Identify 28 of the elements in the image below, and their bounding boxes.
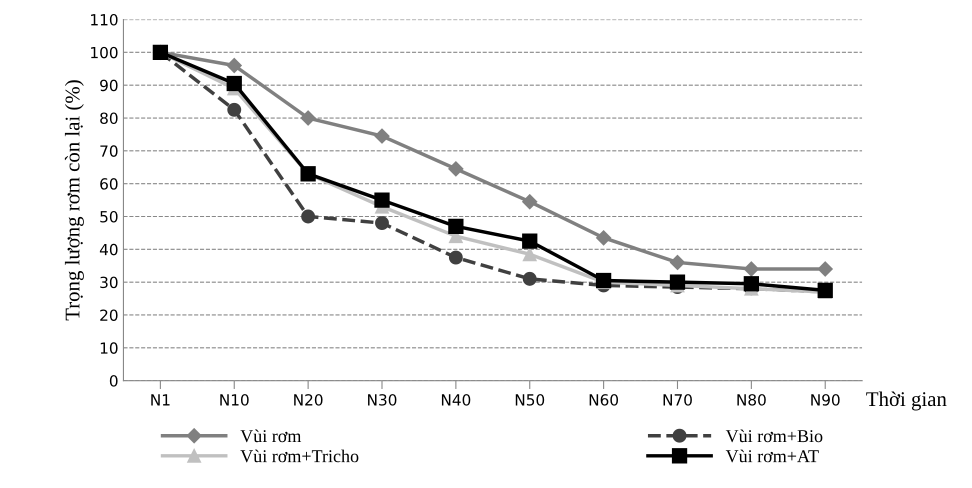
legend-label: Vùi rơm+Tricho (240, 450, 358, 462)
y-tick-label: 80 (100, 112, 118, 124)
x-tick-label: N30 (368, 394, 396, 406)
y-axis-title: Trọng lượng rơm còn lại (%) (64, 80, 84, 320)
y-tick-label: 0 (110, 375, 118, 387)
legend-label: Vùi rơm (240, 429, 302, 442)
x-tick-label: N1 (151, 394, 170, 406)
y-tick-label: 60 (100, 178, 118, 190)
y-tick-label: 40 (100, 244, 118, 256)
x-tick-label: N90 (811, 394, 840, 406)
y-tick-label: 90 (100, 80, 118, 92)
y-tick-label: 50 (100, 210, 118, 223)
x-axis-title: Thời gian (866, 391, 947, 410)
x-tick-label: N60 (590, 394, 618, 406)
x-tick-label: N20 (294, 394, 323, 406)
legend-label: Vùi rơm+AT (726, 450, 819, 462)
x-tick-label: N40 (442, 394, 470, 406)
x-tick-label: N50 (516, 394, 544, 406)
x-tick-label: N70 (664, 394, 692, 406)
y-tick-label: 100 (91, 46, 118, 58)
y-tick-label: 30 (100, 276, 118, 288)
y-tick-label: 110 (91, 14, 118, 26)
y-tick-label: 20 (100, 309, 118, 322)
y-tick-label: 10 (100, 342, 118, 354)
x-tick-label: N80 (737, 394, 766, 406)
x-tick-label: N10 (220, 394, 249, 406)
legend-label: Vùi rơm+Bio (726, 429, 822, 442)
y-tick-label: 70 (100, 145, 118, 157)
